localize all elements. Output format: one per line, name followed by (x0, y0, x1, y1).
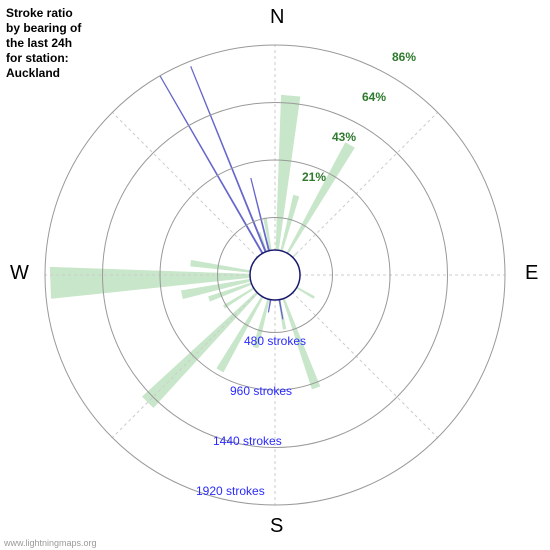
polar-chart-svg (0, 0, 550, 550)
chart-title: Stroke ratio by bearing of the last 24h … (6, 6, 81, 81)
attribution: www.lightningmaps.org (4, 538, 97, 548)
cardinal-s: S (270, 515, 283, 538)
stroke-radius-label: 1920 strokes (196, 484, 265, 498)
stroke-radius-label: 1440 strokes (213, 434, 282, 448)
cardinal-n: N (270, 6, 284, 29)
cardinal-e: E (525, 262, 538, 285)
ring-percent-label: 21% (302, 170, 326, 184)
stroke-radius-label: 960 strokes (230, 384, 292, 398)
stroke-radius-label: 480 strokes (244, 334, 306, 348)
ring-percent-label: 86% (392, 50, 416, 64)
cardinal-w: W (10, 262, 29, 285)
chart-container: Stroke ratio by bearing of the last 24h … (0, 0, 550, 550)
ring-percent-label: 64% (362, 90, 386, 104)
ring-percent-label: 43% (332, 130, 356, 144)
